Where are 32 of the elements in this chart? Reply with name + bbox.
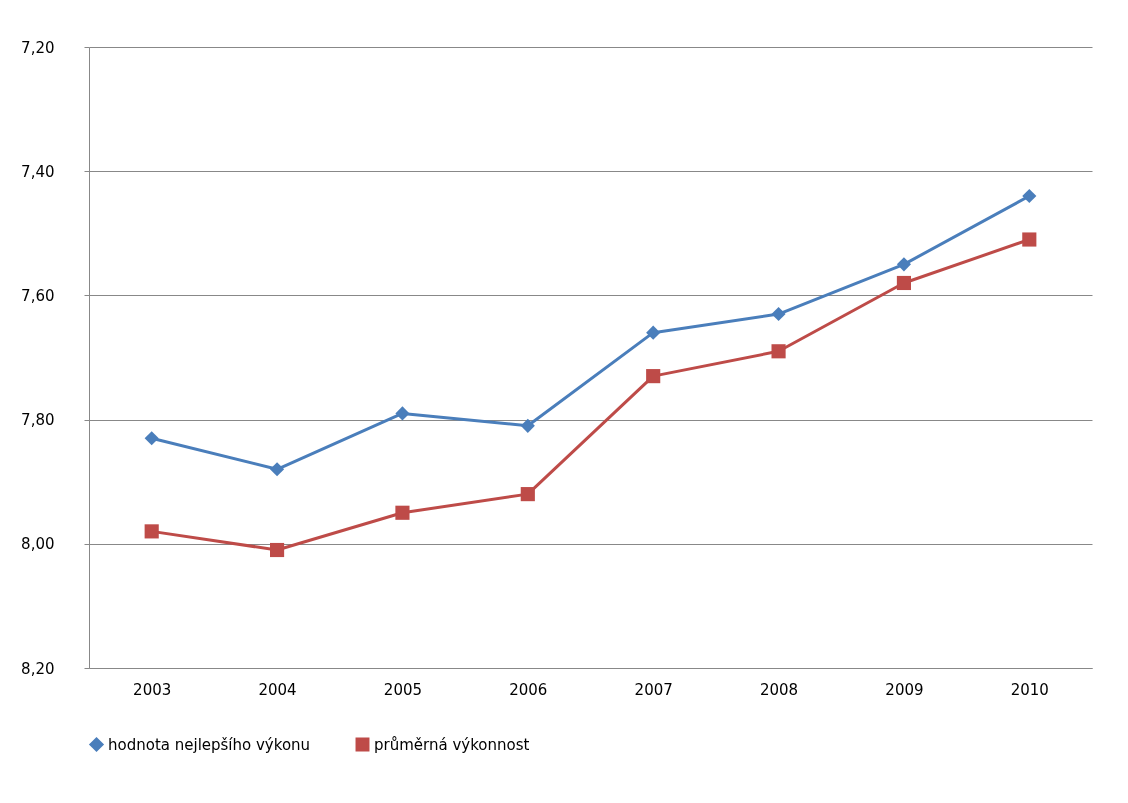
y-tick-label: 8,00: [21, 535, 55, 554]
point: [269, 542, 285, 558]
point: [646, 369, 661, 384]
point: [395, 505, 410, 520]
point: [520, 418, 535, 433]
y-tick-label: 7,80: [21, 411, 55, 430]
x-tick-label: 2007: [634, 680, 673, 699]
point: [520, 487, 535, 502]
point: [144, 524, 159, 539]
x-tick-label: 2009: [885, 680, 924, 699]
x-tick-label: 2010: [1010, 680, 1049, 699]
legend-label: průměrná výkonnost: [374, 735, 530, 754]
point: [896, 275, 912, 291]
point: [269, 462, 285, 477]
x-tick-label: 2008: [759, 680, 799, 699]
y-tick-label: 7,40: [21, 162, 55, 181]
point: [771, 306, 786, 322]
point: [1022, 188, 1037, 204]
point: [1022, 232, 1037, 247]
legend-label: hodnota nejlepšího výkonu: [108, 735, 311, 754]
y-tick-label: 7,60: [21, 286, 55, 305]
point: [771, 344, 786, 359]
point: [395, 406, 410, 421]
x-tick-label: 2006: [509, 680, 548, 699]
x-tick-label: 2004: [258, 680, 297, 699]
point: [144, 431, 159, 446]
point: [646, 325, 661, 340]
x-tick-label: 2003: [133, 680, 172, 699]
y-tick-label: 7,20: [21, 38, 55, 57]
x-tick-label: 2005: [383, 680, 423, 699]
y-tick-label: 8,20: [21, 659, 55, 678]
point: [896, 257, 912, 272]
